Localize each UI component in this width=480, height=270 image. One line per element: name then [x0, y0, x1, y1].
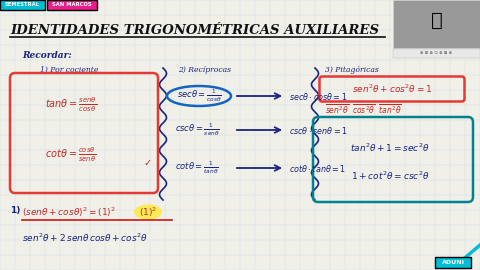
Text: 2) Recíprocas: 2) Recíprocas [178, 66, 231, 74]
FancyBboxPatch shape [393, 0, 480, 48]
Text: 3) Pitagóricas: 3) Pitagóricas [325, 66, 379, 74]
Text: SEMESTRAL: SEMESTRAL [5, 2, 40, 8]
FancyBboxPatch shape [0, 0, 45, 10]
Text: $cot\theta = \frac{1}{tan\theta}$: $cot\theta = \frac{1}{tan\theta}$ [175, 160, 218, 176]
Text: $1 + cot^2\theta = csc^2\theta$: $1 + cot^2\theta = csc^2\theta$ [350, 170, 430, 182]
Text: ✓: ✓ [144, 158, 152, 168]
FancyBboxPatch shape [393, 49, 480, 58]
Text: $sec\theta \cdot cos\theta = 1$: $sec\theta \cdot cos\theta = 1$ [289, 90, 348, 102]
Text: $sec\theta = \frac{1}{cos\theta}$: $sec\theta = \frac{1}{cos\theta}$ [177, 88, 221, 104]
Text: $(1)^2$: $(1)^2$ [139, 205, 157, 219]
Text: $tan^2\theta + 1 = sec^2\theta$: $tan^2\theta + 1 = sec^2\theta$ [350, 142, 430, 154]
Text: ⊕ ⊞ ⊗ ∅ ⊕ ⊠ ⊕: ⊕ ⊞ ⊗ ∅ ⊕ ⊠ ⊕ [420, 52, 453, 56]
FancyBboxPatch shape [435, 257, 471, 268]
Text: IDENTIDADES TRIGONOMÉTRICAS AUXILIARES: IDENTIDADES TRIGONOMÉTRICAS AUXILIARES [11, 23, 380, 36]
FancyBboxPatch shape [47, 0, 97, 10]
Text: 1) Por cociente: 1) Por cociente [40, 66, 98, 74]
Ellipse shape [134, 204, 162, 220]
Text: 👤: 👤 [431, 11, 443, 29]
Text: 1): 1) [10, 205, 20, 214]
Text: $csc\theta = \frac{1}{sen\theta}$: $csc\theta = \frac{1}{sen\theta}$ [175, 122, 220, 138]
Text: SAN MARCOS: SAN MARCOS [52, 2, 92, 8]
Text: Recordar:: Recordar: [22, 50, 72, 59]
Text: $sen^2\theta + 2\,sen\theta\,cos\theta + cos^2\theta$: $sen^2\theta + 2\,sen\theta\,cos\theta +… [22, 232, 148, 244]
Text: $csc\theta \cdot sen\theta = 1$: $csc\theta \cdot sen\theta = 1$ [289, 124, 348, 136]
Text: $tan\theta = \frac{sen\theta}{cos\theta}$: $tan\theta = \frac{sen\theta}{cos\theta}… [45, 96, 97, 114]
Text: $cot\theta = \frac{cos\theta}{sen\theta}$: $cot\theta = \frac{cos\theta}{sen\theta}… [45, 146, 96, 164]
Text: $cot\theta \cdot tan\theta = 1$: $cot\theta \cdot tan\theta = 1$ [289, 163, 346, 174]
Text: $\overline{sen^2\theta}$  $\overline{cos^2\theta}$  $\overline{tan^2\theta}$: $\overline{sen^2\theta}$ $\overline{cos^… [325, 103, 402, 117]
Text: ADUNI: ADUNI [442, 260, 465, 265]
Text: $\left(sen\theta + cos\theta\right)^2 = \left(1\right)^2$: $\left(sen\theta + cos\theta\right)^2 = … [22, 205, 116, 219]
Text: $sen^2\theta + cos^2\theta = 1$: $sen^2\theta + cos^2\theta = 1$ [352, 83, 432, 95]
